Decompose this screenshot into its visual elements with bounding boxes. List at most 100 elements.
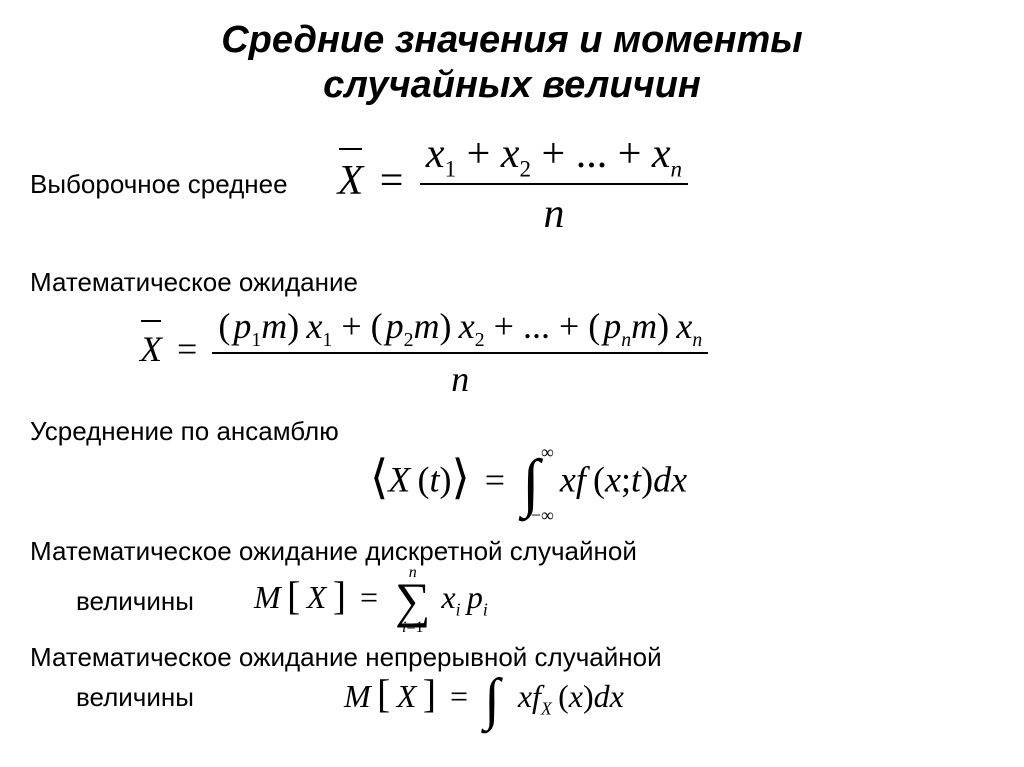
formula-discrete: M [ X ] = n ∑ i=1 xi pi [254,565,488,637]
rbracket: ] [423,671,436,716]
label-discrete-a: Математическое ожидание дискретной случа… [30,536,994,567]
num-1: 1 [415,619,423,636]
integral-symbol: ∫ [522,459,540,508]
plus-sign: + [542,131,566,177]
rparen: ) [583,678,594,714]
formula-wrap-3: ⟨X (t)⟩ = ∞ ∫ −∞ xf (x;t)dx [30,443,994,524]
var-p: p [603,306,621,346]
formula-ensemble: ⟨X (t)⟩ = ∞ ∫ −∞ xf (x;t)dx [370,443,687,524]
page-title: Средние значения и моменты случайных вел… [30,18,994,108]
plus-sign: + [341,306,361,346]
lparen: ( [218,306,230,346]
var-f: f [532,678,541,714]
fraction: ( p1m) x1 + ( p2m) x2 + ... + ( pnm) xn … [212,304,708,402]
numerator: ( p1m) x1 + ( p2m) x2 + ... + ( pnm) xn [212,304,708,349]
rparen: ) [440,460,452,500]
lparen: ( [588,306,600,346]
var-x: x [652,131,671,177]
denominator: n [445,357,475,402]
var-x: x [459,306,475,346]
lparen: ( [593,460,605,500]
integral-symbol: ∫ [484,678,500,721]
sub-2: 2 [519,155,531,181]
lparen: ( [371,306,383,346]
sub-1: 1 [251,329,261,351]
sub-2: 2 [475,329,485,351]
lbracket: [ [287,573,300,618]
numerator: x1 + x2 + ... + xn [420,128,688,181]
section-expectation: Математическое ожидание X = ( p1m) x1 + … [30,267,994,402]
sub-X: X [541,698,552,718]
var-x: x [560,460,576,500]
sub-n: n [671,155,683,181]
formula-wrap-5: M [ X ] = ∫ xfX (x)dx [194,670,994,721]
summation: n ∑ i=1 [395,565,430,637]
plus-sign: + [559,306,579,346]
lparen: ( [558,678,569,714]
x-bar: X [338,148,364,205]
fraction-bar [420,183,688,185]
formula-wrap-4: M [ X ] = n ∑ i=1 xi pi [194,565,994,637]
integral: ∞ ∫ −∞ [522,443,540,524]
section-sample-mean: Выборочное среднее X = x1 + x2 + ... + x… [30,128,994,241]
var-x: x [441,579,455,615]
equals-sign: = [360,579,378,615]
section-ensemble-average: Усреднение по ансамблю ⟨X (t)⟩ = ∞ ∫ −∞ … [30,416,994,524]
plus-sign: + [618,131,642,177]
langle: ⟨ [370,452,388,504]
var-t: t [429,460,439,500]
denominator: n [538,188,571,241]
sigma-symbol: ∑ [395,581,430,621]
var-d: d [653,460,671,500]
slide: Средние значения и моменты случайных вел… [0,0,1024,767]
fraction: x1 + x2 + ... + xn n [420,128,688,241]
var-d: d [594,678,610,714]
var-X: X [140,329,162,369]
integral: ∫ [484,678,500,721]
lparen: ( [417,460,429,500]
rparen: ) [657,306,669,346]
var-x: x [306,306,322,346]
lower-limit: −∞ [531,506,554,524]
section-discrete-expectation: Математическое ожидание дискретной случа… [30,536,994,637]
var-m: m [414,306,440,346]
sub-2: 2 [404,329,414,351]
ellipsis: ... [523,306,550,346]
var-x: x [605,460,621,500]
var-M: M [344,678,371,714]
var-x: x [610,678,624,714]
var-X: X [397,678,417,714]
var-m: m [631,306,657,346]
lower-limit: i=1 [402,620,423,636]
label-sample-mean: Выборочное среднее [30,169,288,200]
equals-sign: = [380,158,404,204]
equals-sign: = [485,460,505,500]
rparen: ) [641,460,653,500]
equals-sign: = [177,329,197,369]
title-line-2: случайных величин [323,64,701,106]
var-p: p [386,306,404,346]
var-X: X [388,460,410,500]
var-x: x [426,131,445,177]
var-p: p [233,306,251,346]
var-x: x [569,678,583,714]
var-p: p [467,579,483,615]
formula-expectation: X = ( p1m) x1 + ( p2m) x2 + ... + ( pnm)… [140,304,708,402]
rbracket: ] [333,573,346,618]
var-x: x [518,678,532,714]
var-m: m [261,306,287,346]
var-t: t [631,460,641,500]
label-discrete-b: величины [30,586,194,617]
x-bar: X [140,320,162,370]
sub-i: i [483,599,488,619]
rparen: ) [287,306,299,346]
sub-i: i [456,599,461,619]
sub-1: 1 [445,155,457,181]
sub-1: 1 [322,329,332,351]
sub-n: n [692,329,702,351]
semicolon: ; [621,460,631,500]
label-expectation: Математическое ожидание [30,267,994,298]
var-f: f [576,460,586,500]
upper-limit: ∞ [541,443,554,461]
fraction-bar [212,352,708,354]
